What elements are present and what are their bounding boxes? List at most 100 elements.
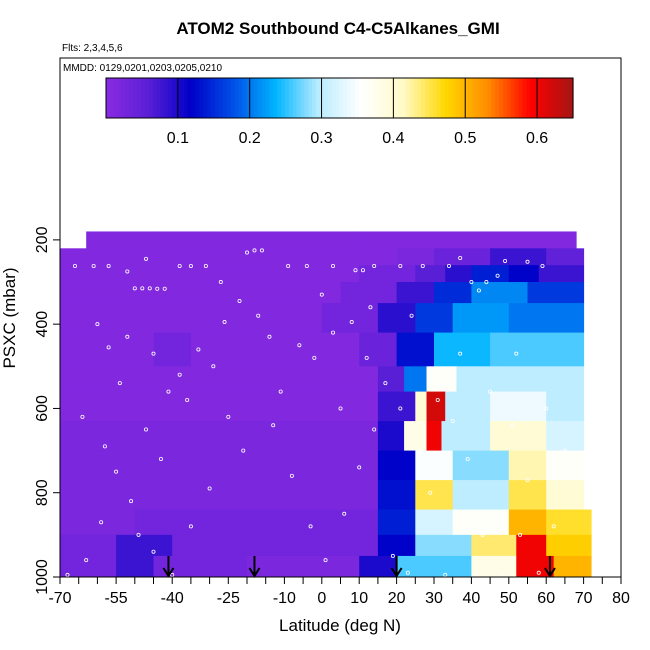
heatmap-cell [516,534,547,557]
heatmap-cell [452,480,510,511]
colorbar-segment [327,78,333,118]
sample-point [420,264,425,269]
sample-point [218,280,223,285]
sample-point [102,444,107,449]
colorbar-segment [526,78,531,118]
colorbar-segment [510,78,516,118]
colorbar-segment [530,78,535,118]
sample-point [177,372,182,377]
heatmap-cell [426,366,457,393]
colorbar-segment [405,78,411,118]
heatmap-cell [340,282,398,304]
colorbar-segment [386,78,391,118]
flight-arrow [248,556,261,578]
colorbar-tick-label: 0.5 [454,130,476,147]
colorbar-segment [281,78,286,118]
heatmap-cell [490,248,547,266]
sample-point [331,330,336,335]
heatmap-cell [60,265,360,283]
y-tick-label: 400 [34,311,51,338]
colorbar-segment [312,78,317,118]
sample-point [125,269,130,274]
sample-point [390,553,395,558]
colorbar-segment [440,78,446,118]
x-tick-label: -55 [105,590,128,607]
sample-point [562,448,567,453]
colorbar-segment [269,78,274,118]
y-tick-label: 200 [34,226,51,253]
colorbar-segment [355,78,360,118]
sample-point [106,264,111,269]
heatmap-cell [153,332,192,367]
sample-point [297,343,302,348]
colorbar-segment [121,78,127,118]
colorbar-segment [207,78,212,118]
heatmap-cell [434,248,491,266]
heatmap-cell [60,555,117,577]
heatmap-cell [396,555,472,577]
colorbar-segment [265,78,271,118]
colorbar-segment [222,78,228,118]
heatmap-cell [471,555,517,577]
sample-point [144,427,149,432]
heatmap-cell [60,450,379,481]
heatmap-cell [415,534,472,557]
sample-point [495,273,500,278]
heatmap-cell [60,332,154,367]
heatmap-cell [377,391,416,422]
colorbar-segment [261,78,267,118]
sample-point [244,250,249,255]
heatmap-cell [546,421,585,452]
heatmap-cell [359,332,398,367]
sample-point [349,320,354,325]
sample-point [222,320,227,325]
colorbar-segment [444,78,450,118]
heatmap-cell [396,332,435,367]
sample-point [469,280,474,285]
sample-point [312,355,317,360]
colorbar-segment [249,78,255,118]
colorbar-segment [277,78,282,118]
sample-point [383,381,388,386]
heatmap-cell [396,248,435,266]
colorbar-segment [390,78,395,118]
sample-point [551,524,556,529]
y-tick-label: 800 [34,479,51,506]
heatmap-cell [452,303,510,334]
colorbar-segment [487,78,492,118]
colorbar-segment [304,78,309,118]
sample-point [80,414,85,419]
colorbar-segment [393,78,399,118]
heatmap-cell [60,509,136,536]
heatmap-cell [471,282,528,304]
colorbar-segment [288,78,294,118]
colorbar-segment [129,78,134,118]
heatmap-cell [359,231,577,249]
heatmap-cell [377,421,405,452]
colorbar-segment [370,78,376,118]
x-tick-label: -70 [48,590,71,607]
colorbar-segment [425,78,430,118]
colorbar-segment [413,78,418,118]
flight-arrow [390,556,403,578]
colorbar-segment [172,78,177,118]
sample-point [488,389,493,394]
colorbar-segment [541,78,547,118]
colorbar-segment [320,78,325,118]
heatmap-cell [116,555,154,577]
colorbar-segment [343,78,348,118]
colorbar-segment [382,78,387,118]
sample-point [256,313,261,318]
heatmap-cell [490,421,547,452]
sample-point [72,264,77,269]
heatmap-cell [60,391,379,422]
sample-point [443,572,448,577]
sample-point [372,427,377,432]
colorbar-segment [479,78,485,118]
sample-point [342,511,347,516]
heatmap-cell [426,391,446,422]
heatmap-cell [209,231,360,249]
colorbar-segment [144,78,150,118]
sample-point [458,351,463,356]
sample-point [458,256,463,261]
